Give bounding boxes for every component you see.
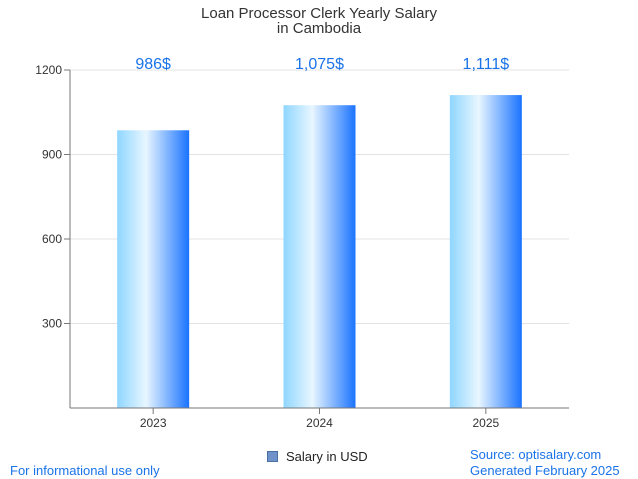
- data-label-2025: 1,111$: [463, 56, 510, 73]
- x-tick-label-2024: 2024: [306, 416, 333, 430]
- chart-title-line-2: in Cambodia: [277, 20, 362, 37]
- source-block: Source: optisalary.com Generated Februar…: [470, 447, 620, 479]
- bar-2023[interactable]: [117, 130, 190, 408]
- data-label-2024: 1,075$: [295, 56, 344, 73]
- generated-date: Generated February 2025: [470, 463, 620, 478]
- y-tick-label-900: 900: [42, 148, 62, 162]
- data-labels: 986$ 1,075$ 1,111$: [135, 56, 509, 73]
- x-tick-label-2025: 2025: [472, 416, 499, 430]
- legend-label: Salary in USD: [286, 449, 368, 464]
- source-link[interactable]: Source: optisalary.com: [470, 447, 602, 462]
- legend-swatch-icon: [267, 451, 278, 462]
- data-label-2023: 986$: [135, 56, 171, 73]
- axes: 300 600 900 1200 2023 2024 2025: [35, 63, 569, 430]
- disclaimer-text: For informational use only: [10, 463, 160, 478]
- y-tick-label-300: 300: [42, 317, 62, 331]
- bar-2024[interactable]: [283, 105, 356, 408]
- bar-2025[interactable]: [449, 95, 522, 409]
- chart-title-line-1: Loan Processor Clerk Yearly Salary: [201, 5, 437, 22]
- bars: [117, 95, 522, 409]
- x-tick-label-2023: 2023: [140, 416, 167, 430]
- y-tick-label-600: 600: [42, 232, 62, 246]
- legend[interactable]: Salary in USD: [267, 449, 368, 464]
- y-tick-label-1200: 1200: [35, 63, 62, 77]
